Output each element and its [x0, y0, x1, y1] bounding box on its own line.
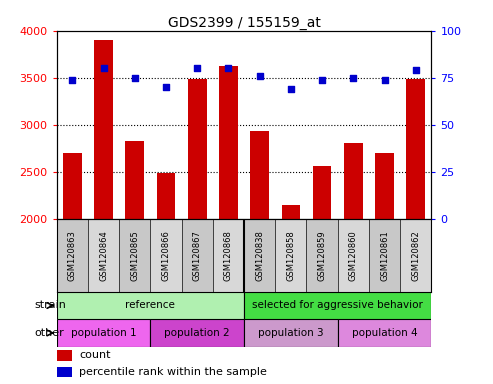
Bar — [313, 166, 331, 218]
Bar — [307, 218, 338, 292]
Bar — [88, 218, 119, 292]
Bar — [57, 218, 88, 292]
Bar — [338, 319, 431, 347]
Bar — [125, 141, 144, 218]
Text: population 1: population 1 — [70, 328, 137, 338]
Text: selected for aggressive behavior: selected for aggressive behavior — [252, 301, 423, 311]
Text: GSM120868: GSM120868 — [224, 230, 233, 281]
Point — [318, 76, 326, 83]
Bar — [150, 319, 244, 347]
Text: other: other — [35, 328, 65, 338]
Text: GSM120862: GSM120862 — [411, 230, 420, 281]
Text: strain: strain — [35, 301, 67, 311]
Bar — [250, 131, 269, 218]
Bar — [400, 218, 431, 292]
Point — [287, 86, 295, 92]
Point — [162, 84, 170, 90]
Bar — [338, 218, 369, 292]
Bar — [188, 79, 207, 218]
Text: GSM120861: GSM120861 — [380, 230, 389, 281]
Bar — [406, 79, 425, 218]
Bar — [57, 319, 150, 347]
Text: GSM120863: GSM120863 — [68, 230, 77, 281]
Bar — [219, 66, 238, 218]
Point — [224, 65, 232, 71]
Bar — [344, 144, 363, 218]
Point — [350, 74, 357, 81]
Bar — [57, 292, 244, 319]
Text: population 3: population 3 — [258, 328, 324, 338]
Point — [412, 67, 420, 73]
Text: GSM120859: GSM120859 — [317, 230, 326, 281]
Text: population 4: population 4 — [352, 328, 418, 338]
Point — [131, 74, 139, 81]
Bar — [282, 205, 300, 218]
Point — [193, 65, 201, 71]
Bar — [244, 218, 275, 292]
Bar — [157, 172, 176, 218]
Bar — [181, 218, 213, 292]
Text: population 2: population 2 — [164, 328, 230, 338]
Bar — [57, 350, 71, 361]
Point — [69, 76, 76, 83]
Text: percentile rank within the sample: percentile rank within the sample — [79, 367, 267, 377]
Bar — [244, 292, 431, 319]
Text: GSM120867: GSM120867 — [193, 230, 202, 281]
Text: GSM120866: GSM120866 — [162, 230, 171, 281]
Bar — [119, 218, 150, 292]
Bar — [244, 319, 338, 347]
Point — [381, 76, 388, 83]
Text: GSM120865: GSM120865 — [130, 230, 139, 281]
Bar — [63, 153, 82, 218]
Text: GSM120864: GSM120864 — [99, 230, 108, 281]
Bar — [275, 218, 307, 292]
Bar — [94, 40, 113, 218]
Point — [256, 73, 264, 79]
Bar — [57, 367, 71, 377]
Text: count: count — [79, 350, 110, 360]
Point — [100, 65, 107, 71]
Text: GSM120838: GSM120838 — [255, 230, 264, 281]
Bar — [369, 218, 400, 292]
Title: GDS2399 / 155159_at: GDS2399 / 155159_at — [168, 16, 320, 30]
Bar — [375, 153, 394, 218]
Text: GSM120860: GSM120860 — [349, 230, 358, 281]
Bar — [150, 218, 181, 292]
Text: reference: reference — [125, 301, 176, 311]
Text: GSM120858: GSM120858 — [286, 230, 295, 281]
Bar — [213, 218, 244, 292]
